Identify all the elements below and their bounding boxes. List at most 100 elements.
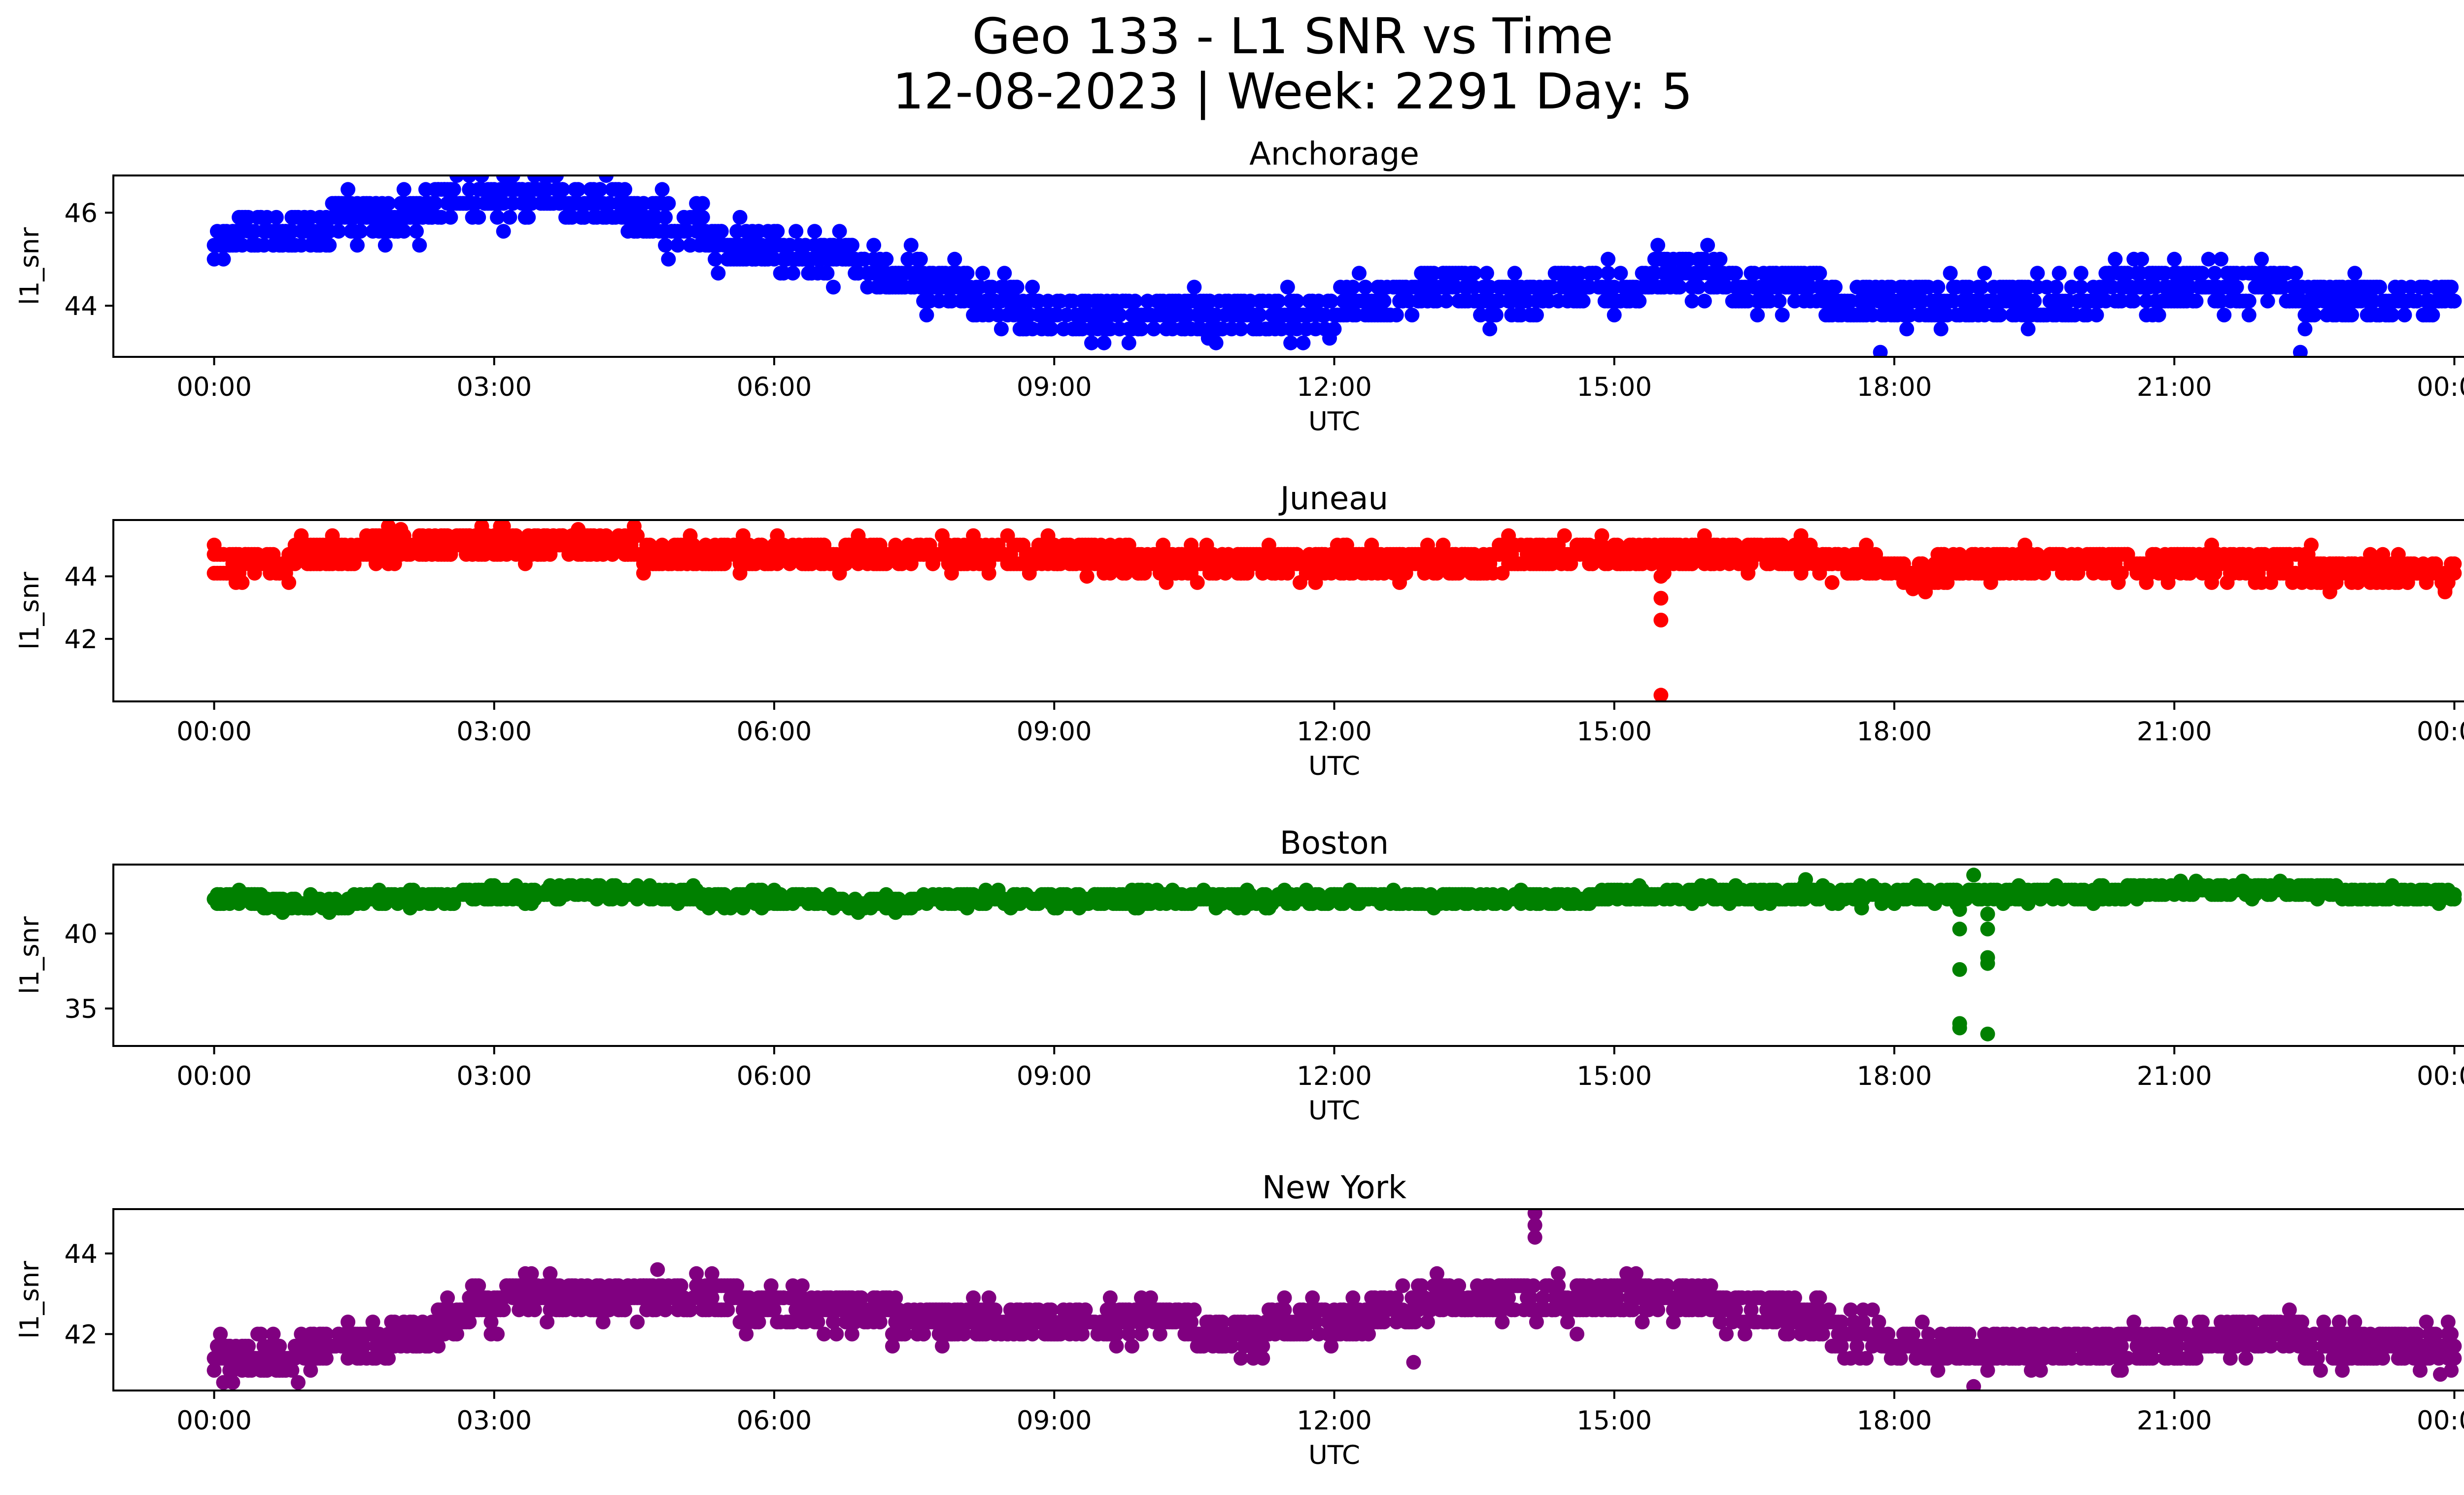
data-point xyxy=(1974,279,1989,295)
data-point xyxy=(658,238,673,253)
data-point xyxy=(1691,279,1706,295)
data-point xyxy=(502,209,517,225)
data-point xyxy=(427,196,443,211)
scatter-series xyxy=(206,175,2462,357)
data-point xyxy=(1009,279,1025,295)
data-point xyxy=(1607,308,1622,323)
outlier-point xyxy=(1200,331,1216,346)
data-point xyxy=(2304,537,2319,553)
data-point xyxy=(997,266,1012,281)
data-point xyxy=(1482,321,1498,337)
data-point xyxy=(1977,266,1992,281)
data-point xyxy=(1280,279,1295,295)
data-point xyxy=(1025,279,1040,295)
data-point xyxy=(353,224,368,239)
data-point xyxy=(2217,308,2232,323)
data-point xyxy=(474,175,489,183)
data-point xyxy=(496,224,511,239)
data-point xyxy=(2385,308,2400,323)
data-point xyxy=(2260,293,2275,309)
data-point xyxy=(1479,266,1494,281)
data-point xyxy=(2425,308,2440,323)
data-point xyxy=(2052,266,2067,281)
data-point xyxy=(2189,293,2204,309)
data-point xyxy=(807,224,822,239)
data-point xyxy=(670,238,685,253)
data-point xyxy=(1772,293,1787,309)
data-point xyxy=(350,238,365,253)
data-point xyxy=(521,209,536,225)
data-point xyxy=(1775,308,1790,323)
outlier-point xyxy=(571,522,586,537)
outlier-point xyxy=(1905,581,1920,596)
y-axis-label: l1_snr xyxy=(15,227,45,305)
data-point xyxy=(381,196,396,211)
y-tick-label: 44 xyxy=(65,562,98,592)
data-point xyxy=(2126,293,2142,309)
data-point xyxy=(975,266,991,281)
data-point xyxy=(832,224,847,239)
data-point xyxy=(235,575,250,590)
data-point xyxy=(322,238,337,253)
outlier-point xyxy=(1079,569,1095,584)
data-point xyxy=(2201,251,2216,267)
data-point xyxy=(269,209,284,225)
data-point xyxy=(381,520,396,534)
outlier-point xyxy=(2293,345,2308,357)
outlier-point xyxy=(1653,569,1669,584)
data-point xyxy=(2447,556,2462,571)
data-point xyxy=(1376,293,1392,309)
x-tick-label: 12:00 xyxy=(1297,717,1372,747)
data-point xyxy=(2397,308,2412,323)
data-point xyxy=(2027,293,2042,309)
data-point xyxy=(1930,279,1946,295)
data-point xyxy=(695,209,710,225)
data-point xyxy=(1187,279,1202,295)
x-tick-label: 00:00 xyxy=(2417,717,2464,747)
data-point xyxy=(341,182,356,197)
data-point xyxy=(1121,335,1136,350)
data-point xyxy=(2114,565,2129,581)
data-point xyxy=(396,182,411,197)
x-tick-label: 09:00 xyxy=(1017,372,1092,402)
data-point xyxy=(630,528,645,543)
data-point xyxy=(1812,266,1827,281)
data-point xyxy=(2391,547,2406,562)
data-point xyxy=(770,224,785,239)
data-point xyxy=(1933,321,1949,337)
x-tick-label: 21:00 xyxy=(2137,717,2212,747)
data-point xyxy=(844,238,859,253)
outlier-point xyxy=(1653,688,1669,701)
data-point xyxy=(695,196,710,211)
data-point xyxy=(838,556,854,571)
data-point xyxy=(331,224,346,239)
data-point xyxy=(1712,251,1728,267)
data-point xyxy=(1828,279,1843,295)
data-point xyxy=(1112,308,1127,323)
data-point xyxy=(2254,251,2269,267)
data-point xyxy=(1728,266,1743,281)
data-point xyxy=(471,209,486,225)
data-point xyxy=(1684,293,1700,309)
data-point xyxy=(1233,321,1249,337)
outlier-point xyxy=(1322,331,1337,346)
data-point xyxy=(1283,335,1299,350)
outlier-point xyxy=(2437,581,2453,596)
data-point xyxy=(1859,537,1874,553)
data-point xyxy=(785,266,800,281)
data-point xyxy=(1697,293,1712,309)
subplot-title: Anchorage xyxy=(1249,136,1419,173)
data-point xyxy=(549,175,564,183)
data-point xyxy=(1750,308,1765,323)
data-point xyxy=(879,251,894,267)
x-tick-label: 09:00 xyxy=(1017,717,1092,747)
data-point xyxy=(443,209,458,225)
subplot-title: Boston xyxy=(1280,825,1389,862)
x-tick-label: 00:00 xyxy=(176,717,252,747)
data-point xyxy=(661,196,676,211)
data-point xyxy=(2213,251,2228,267)
outlier-point xyxy=(393,522,409,537)
